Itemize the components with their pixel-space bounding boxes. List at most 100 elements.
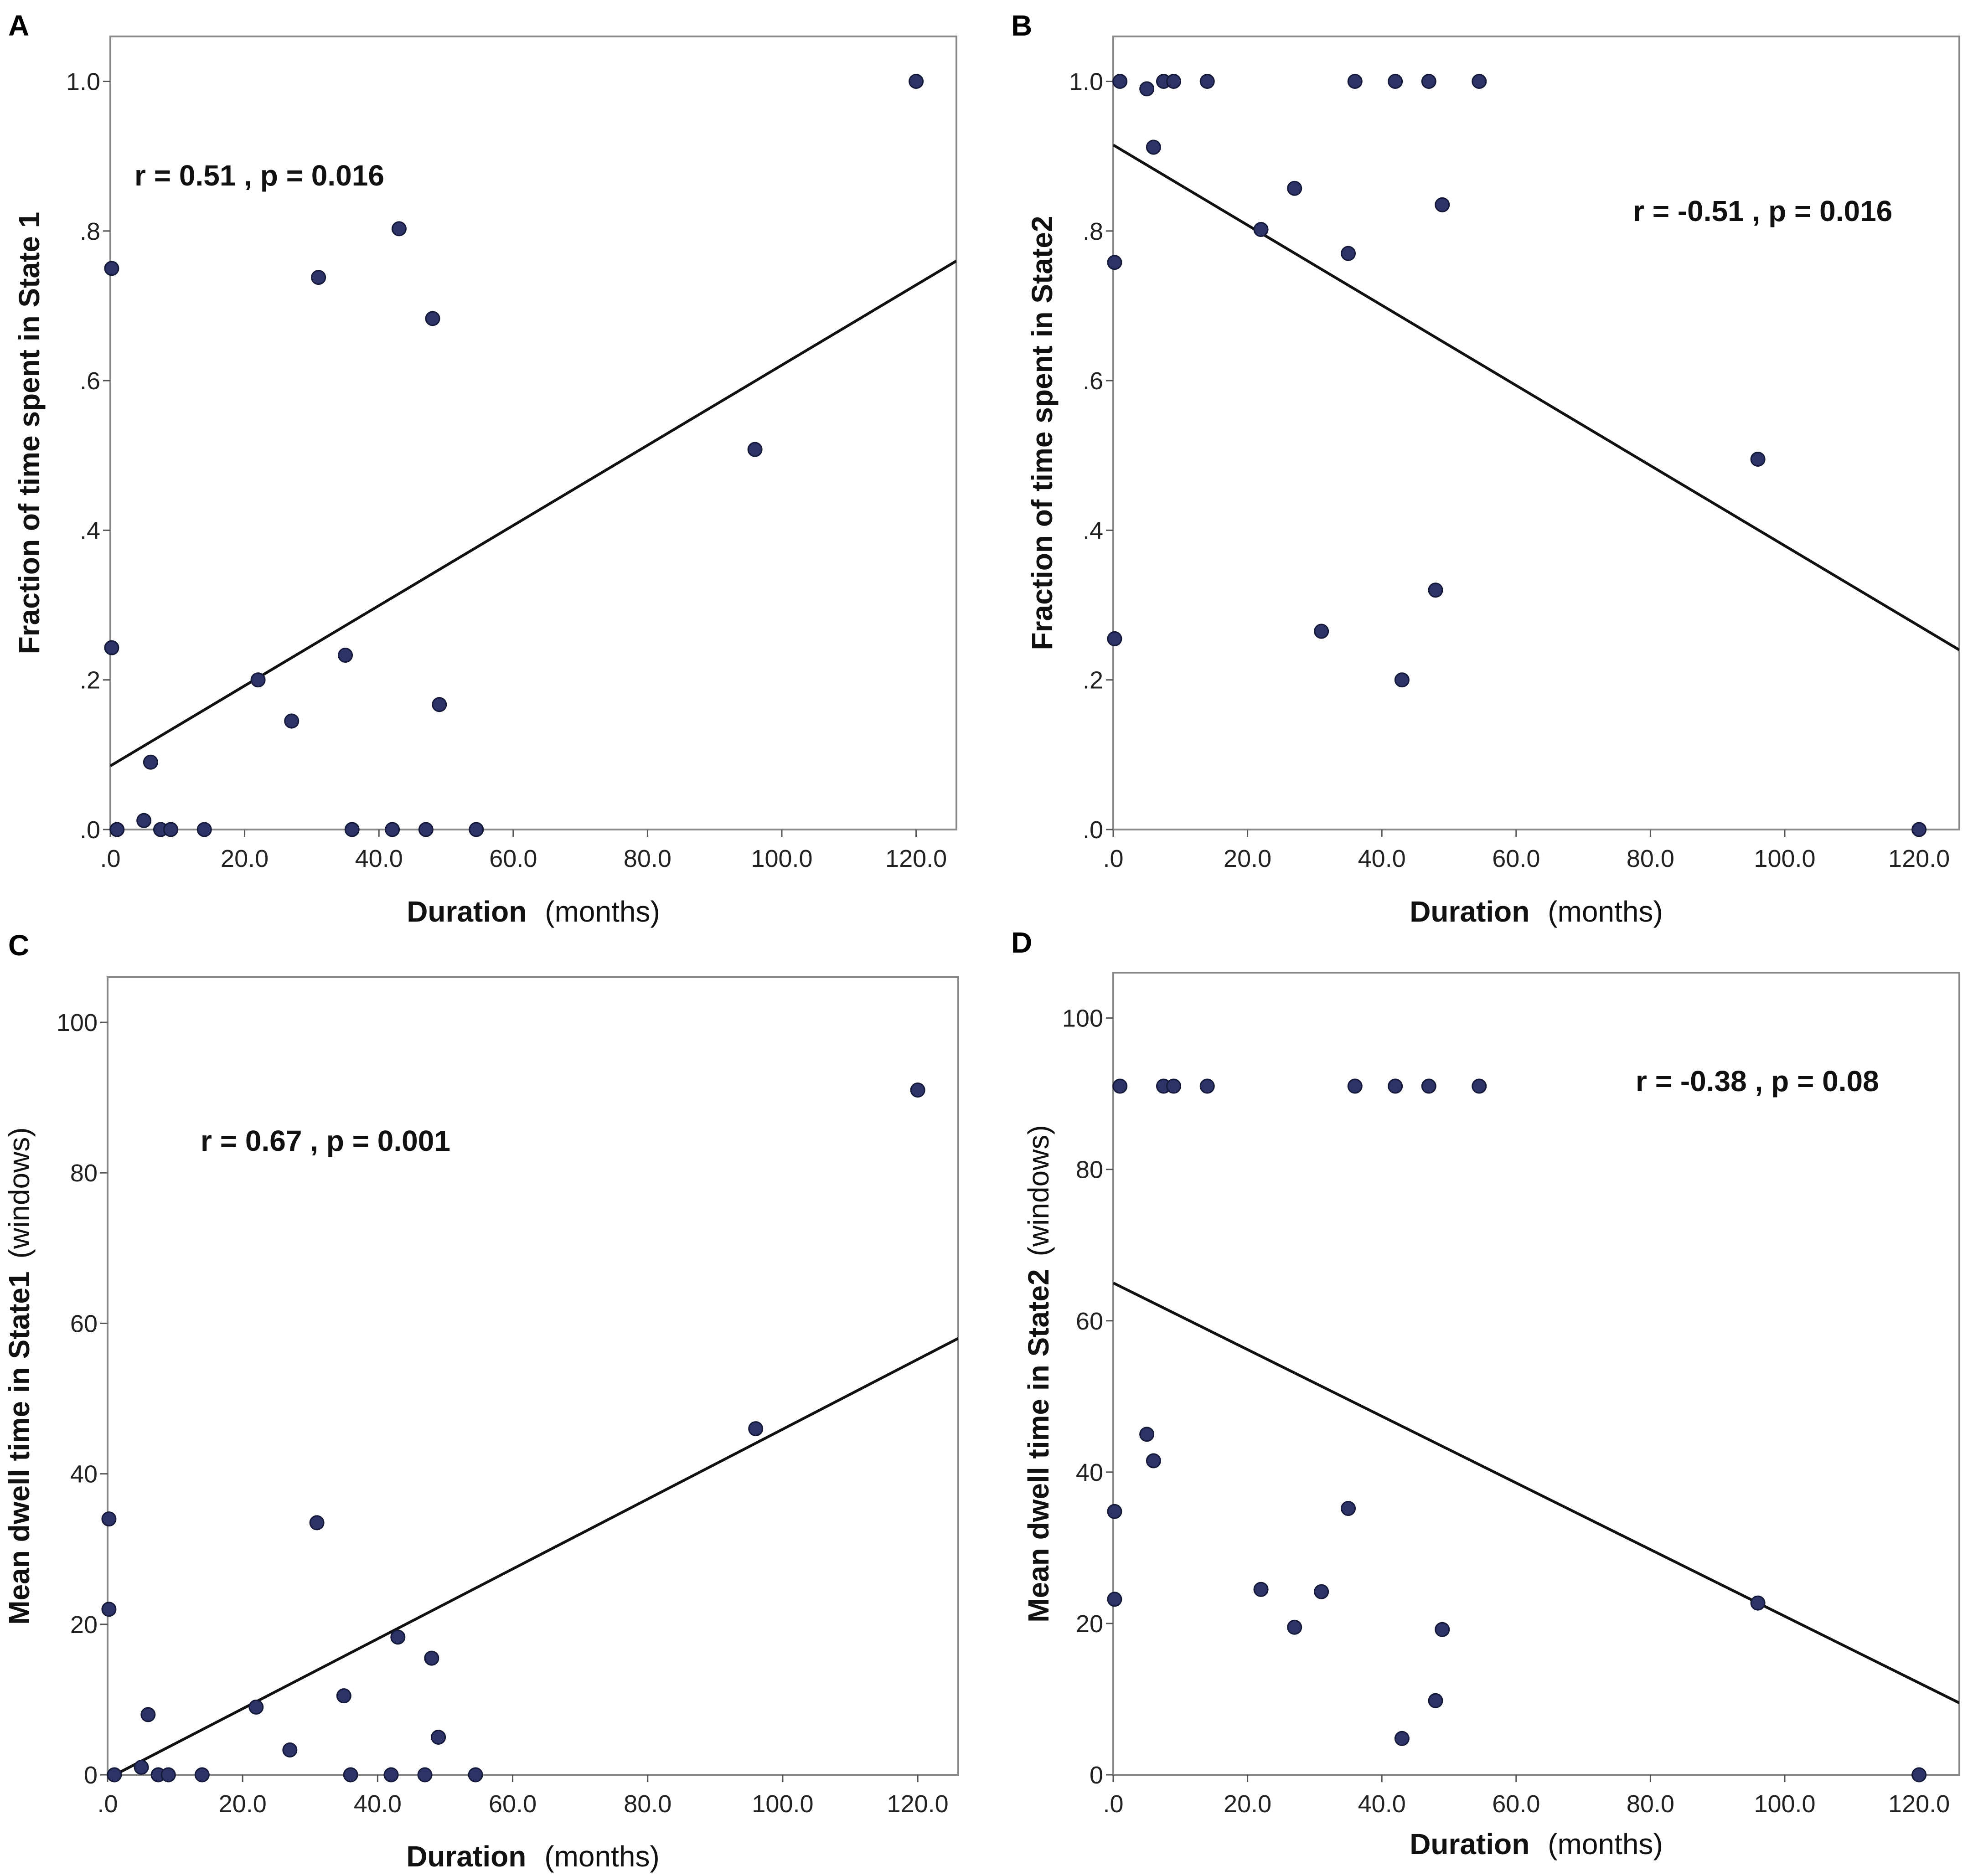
y-axis-label-b: Fraction of time spent in State2 <box>1026 216 1059 650</box>
x-tick-label-100-0: 100.0 <box>1754 1790 1815 1818</box>
x-tick-label-120-0: 120.0 <box>1888 845 1950 872</box>
y-tick-label-0: .0 <box>80 816 100 844</box>
panel-b: B .0 20.0 40.0 60.0 80.0 100.0 120.0 .0 .2 .4 .6 .8 1… <box>1011 9 1959 928</box>
data-point <box>105 262 119 275</box>
data-point <box>425 1651 439 1665</box>
x-axis-label-unit: (months) <box>544 1840 660 1873</box>
data-point <box>110 823 124 836</box>
x-tick-label-80-0: 80.0 <box>624 1790 671 1818</box>
y-axis-c: 0 20 40 60 80 100 <box>57 1009 108 1789</box>
data-point <box>911 1083 925 1097</box>
x-tick-label-120-0: 120.0 <box>885 845 947 872</box>
data-point <box>1342 247 1355 260</box>
data-point <box>105 641 119 655</box>
y-axis-label-bold: Mean dwell time in State1 <box>3 1271 36 1624</box>
x-axis-c: .0 20.0 40.0 60.0 80.0 100.0 120.0 <box>97 1775 948 1818</box>
data-point <box>285 714 299 728</box>
y-tick-label-100: 100 <box>57 1009 98 1036</box>
data-point <box>283 1743 297 1757</box>
y-tick-label-8: .8 <box>80 218 100 245</box>
data-point <box>470 823 483 836</box>
x-tick-label-60-0: 60.0 <box>489 1790 537 1818</box>
x-tick-label-20-0: 20.0 <box>221 845 269 872</box>
data-point <box>748 443 762 456</box>
data-point <box>384 1768 398 1782</box>
x-axis-label-unit: (months) <box>545 895 660 928</box>
data-point <box>1108 632 1121 645</box>
data-point <box>1108 1505 1121 1518</box>
panel-d: D.0 20.0 40.0 60.0 80.0 100.0 120.002040608010… <box>1011 926 1959 1861</box>
correlation-annotation-d: r = -0.38 , p = 0.08 <box>1636 1065 1879 1098</box>
data-point <box>1751 452 1765 466</box>
panel-c: C.0 20.0 40.0 60.0 80.0 100.0 120.002040608010… <box>3 929 958 1873</box>
panel-a: A .0 20.0 40.0 60.0 80.0 100.0 120.0 .0 .2 .4 .6 .8 1… <box>8 9 956 928</box>
y-tick-label-0: 0 <box>84 1762 98 1789</box>
x-axis-label-b: Duration (months) <box>1410 895 1663 928</box>
y-axis-b: .0 .2 .4 .6 .8 1.0 <box>1069 68 1113 844</box>
panel-letter-a: A <box>8 9 29 42</box>
data-point <box>1472 1079 1486 1093</box>
data-point <box>161 1768 175 1782</box>
fit-line-d <box>1113 1283 1959 1703</box>
x-tick-label-80-0: 80.0 <box>1627 845 1674 872</box>
x-tick-label-40-0: 40.0 <box>1358 845 1406 872</box>
data-point <box>433 698 446 711</box>
data-point <box>386 823 399 836</box>
data-point <box>1315 624 1328 638</box>
x-axis-b: .0 20.0 40.0 60.0 80.0 100.0 120.0 <box>1103 830 1950 872</box>
data-point <box>1348 74 1362 88</box>
data-point <box>1200 74 1214 88</box>
data-point <box>339 649 352 662</box>
y-axis-label-bold: Fraction of time spent in State 1 <box>13 212 46 655</box>
data-point <box>102 1512 116 1526</box>
y-tick-label-0: .0 <box>1083 816 1103 844</box>
x-axis-label-a: Duration (months) <box>407 895 660 928</box>
data-point <box>1254 223 1268 237</box>
data-point <box>1342 1502 1355 1515</box>
data-point <box>344 1768 357 1782</box>
data-point <box>141 1708 155 1721</box>
data-point <box>1912 823 1926 836</box>
y-tick-label-2: .2 <box>1083 667 1103 694</box>
data-point <box>1395 673 1409 687</box>
data-point <box>310 1516 324 1530</box>
x-axis-d: .0 20.0 40.0 60.0 80.0 100.0 120.0 <box>1103 1775 1950 1818</box>
data-point <box>1422 1079 1436 1093</box>
x-tick-label-20-0: 20.0 <box>1224 1790 1271 1818</box>
y-tick-label-4: .4 <box>1083 517 1103 544</box>
data-point <box>1395 1732 1409 1745</box>
correlation-annotation-b: r = -0.51 , p = 0.016 <box>1633 195 1892 227</box>
data-point <box>419 823 433 836</box>
data-point <box>1912 1768 1926 1782</box>
plot-frame-b <box>1113 36 1959 830</box>
y-tick-label-100: 100 <box>1062 1005 1103 1032</box>
x-axis-label-bold: Duration <box>407 895 527 928</box>
x-tick-label-60-0: 60.0 <box>1492 1790 1540 1818</box>
y-axis-label-bold: Fraction of time spent in State2 <box>1026 216 1059 650</box>
y-tick-label-80: 80 <box>70 1160 98 1187</box>
x-tick-label-40-0: 40.0 <box>1358 1790 1406 1818</box>
x-tick-label-100-0: 100.0 <box>752 1790 813 1818</box>
data-point <box>137 814 151 827</box>
data-point <box>195 1768 209 1782</box>
correlation-annotation-a: r = 0.51 , p = 0.016 <box>134 159 384 192</box>
data-point <box>1108 1593 1121 1606</box>
x-tick-label-0: .0 <box>100 845 120 872</box>
x-tick-label-40-0: 40.0 <box>354 1790 402 1818</box>
data-point <box>251 673 265 687</box>
data-point <box>108 1768 121 1782</box>
y-tick-label-0: 0 <box>1090 1762 1103 1789</box>
data-point <box>1348 1079 1362 1093</box>
x-axis-label-bold: Duration <box>1410 1828 1529 1861</box>
data-point <box>1751 1596 1765 1610</box>
data-point <box>1436 1623 1449 1636</box>
x-axis-label-unit: (months) <box>1548 895 1663 928</box>
y-tick-label-6: .6 <box>80 367 100 395</box>
data-point <box>469 1768 482 1782</box>
points-c <box>102 1083 925 1782</box>
data-point <box>1140 1428 1154 1441</box>
y-tick-label-1-0: 1.0 <box>1069 68 1103 95</box>
data-point <box>1429 583 1442 597</box>
x-tick-label-0: .0 <box>1103 845 1123 872</box>
data-point <box>134 1760 148 1774</box>
